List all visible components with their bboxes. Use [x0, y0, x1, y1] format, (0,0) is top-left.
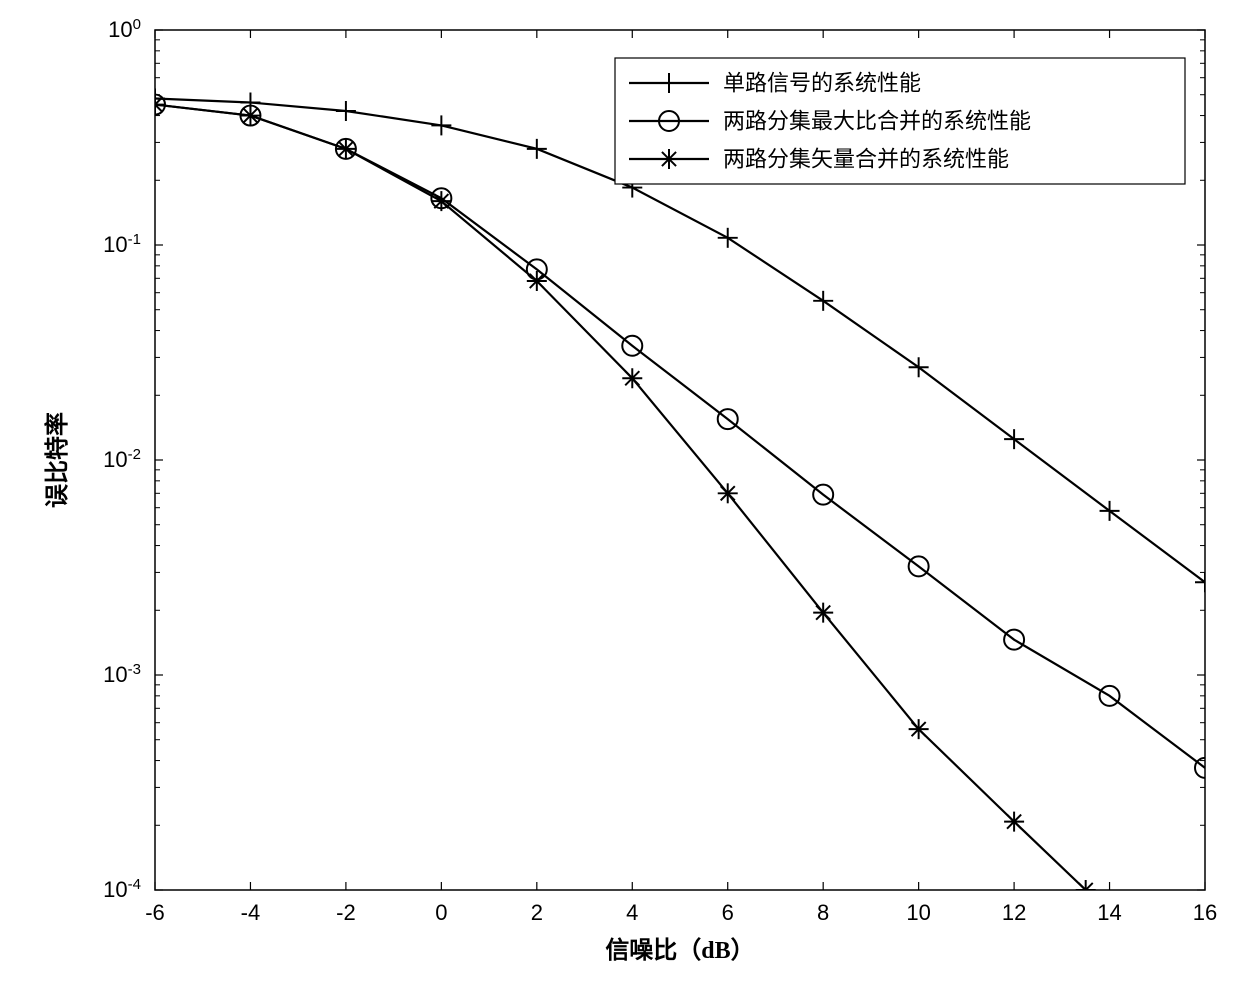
legend: 单路信号的系统性能两路分集最大比合并的系统性能两路分集矢量合并的系统性能 — [615, 58, 1185, 184]
x-tick-label: 6 — [722, 900, 734, 925]
x-tick-label: 0 — [435, 900, 447, 925]
x-tick-label: 2 — [531, 900, 543, 925]
x-tick-label: 10 — [906, 900, 930, 925]
x-tick-label: 8 — [817, 900, 829, 925]
x-tick-label: 14 — [1097, 900, 1121, 925]
x-tick-label: -6 — [145, 900, 165, 925]
chart-container: -6-4-20246810121416信噪比（dB）10-410-310-210… — [0, 0, 1240, 985]
legend-label: 单路信号的系统性能 — [723, 71, 921, 96]
legend-label: 两路分集最大比合并的系统性能 — [723, 109, 1031, 134]
x-axis-label: 信噪比（dB） — [605, 936, 754, 964]
x-tick-label: 16 — [1193, 900, 1217, 925]
y-axis-label: 误比特率 — [43, 412, 71, 508]
x-tick-label: -2 — [336, 900, 356, 925]
legend-label: 两路分集矢量合并的系统性能 — [723, 147, 1009, 172]
x-tick-label: 4 — [626, 900, 638, 925]
x-tick-label: 12 — [1002, 900, 1026, 925]
x-tick-label: -4 — [241, 900, 261, 925]
ber-vs-snr-chart: -6-4-20246810121416信噪比（dB）10-410-310-210… — [0, 0, 1240, 985]
